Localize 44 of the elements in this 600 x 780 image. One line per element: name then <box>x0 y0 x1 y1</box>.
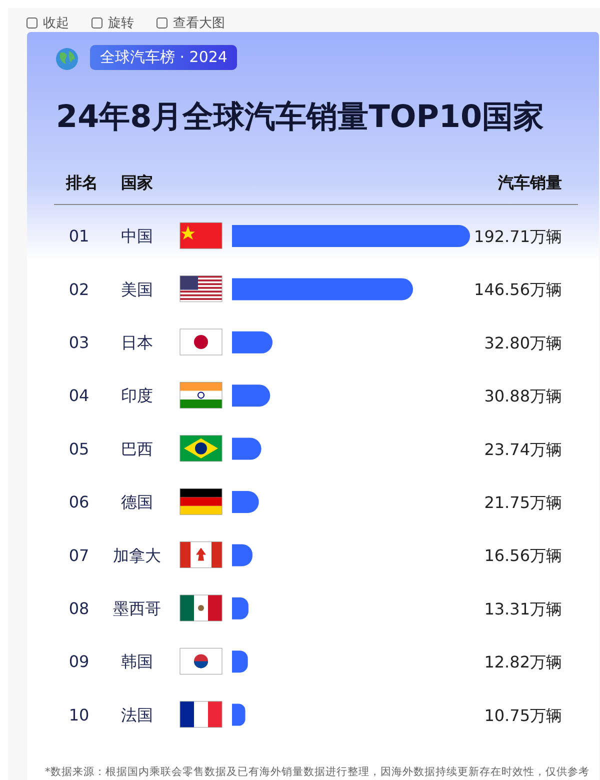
bar <box>232 704 246 726</box>
bar <box>232 384 270 407</box>
data-label: 30.88万辆 <box>484 386 562 406</box>
text: 查看大图 <box>173 15 225 32</box>
text: *数据来源：根据国内乘联会零售数据及已有海外销量数据进行整理，因海外数据持续更新存在时效性，仅供参考 <box>45 765 590 779</box>
y-tick-label: 巴西 <box>121 439 153 458</box>
data-label: 23.74万辆 <box>484 440 562 459</box>
data-label: 146.56万辆 <box>474 280 562 300</box>
text: 06 <box>68 492 90 512</box>
y-tick-label: 韩国 <box>121 652 153 672</box>
y-tick-label: 美国 <box>121 280 153 299</box>
chart-title: 24年8月全球汽车销量TOP10国家 <box>56 98 544 137</box>
text: 01 <box>68 226 90 246</box>
y-tick-label: 中国 <box>121 226 153 246</box>
y-tick-label: 印度 <box>121 386 153 406</box>
text: 03 <box>68 333 90 352</box>
text: 05 <box>68 439 90 458</box>
text: 排名 <box>66 173 98 194</box>
bar <box>232 278 414 300</box>
text: 09 <box>68 652 90 672</box>
text: 02 <box>68 280 90 299</box>
data-label: 12.82万辆 <box>484 652 562 672</box>
data-label: 32.80万辆 <box>484 333 562 352</box>
y-tick-label: 墨西哥 <box>113 599 161 618</box>
y-tick-label: 德国 <box>121 492 153 512</box>
y-axis-title: 国家 <box>121 173 153 194</box>
x-axis-title: 汽车销量 <box>498 173 562 194</box>
text: 08 <box>68 599 90 618</box>
bar <box>232 331 273 354</box>
text: 04 <box>68 386 90 406</box>
y-tick-label: 加拿大 <box>113 546 161 565</box>
text: 收起 <box>43 15 69 32</box>
data-label: 13.31万辆 <box>484 599 562 618</box>
chart-subtitle: 全球汽车榜 · 2024 <box>90 45 238 70</box>
text: 旋转 <box>108 15 134 32</box>
data-label: 10.75万辆 <box>484 706 562 725</box>
y-tick-label: 法国 <box>121 705 153 724</box>
data-label: 16.56万辆 <box>484 546 562 566</box>
data-label: 192.71万辆 <box>474 227 562 246</box>
data-label: 21.75万辆 <box>484 493 562 512</box>
bar <box>232 225 470 247</box>
text: 07 <box>68 546 90 565</box>
y-tick-label: 日本 <box>121 333 153 352</box>
text: 10 <box>68 705 90 724</box>
